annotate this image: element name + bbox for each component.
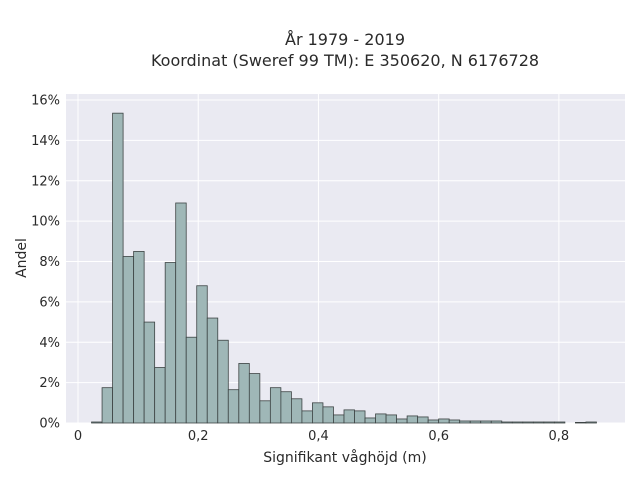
- histogram-bar: [417, 416, 429, 424]
- histogram-bar: [143, 321, 156, 424]
- histogram-bar: [91, 421, 103, 424]
- y-axis-label: Andel: [14, 238, 30, 278]
- histogram-bar: [448, 419, 461, 424]
- y-tick-label: 0%: [39, 417, 60, 432]
- histogram-bar: [112, 112, 124, 424]
- x-axis-label: Signifikant våghöjd (m): [263, 449, 426, 466]
- x-tick-label: 0,6: [428, 429, 449, 444]
- histogram-bar: [354, 410, 366, 424]
- histogram-bar: [280, 391, 292, 424]
- histogram-bars: [91, 112, 597, 424]
- histogram-bar: [532, 421, 545, 424]
- x-tick-label: 0,2: [188, 429, 209, 444]
- histogram-bar: [196, 285, 208, 424]
- y-tick-label: 8%: [39, 255, 60, 270]
- y-tick-label: 14%: [31, 134, 60, 149]
- x-tick-label: 0,8: [549, 429, 570, 444]
- histogram-bar: [154, 367, 166, 424]
- y-tick-label: 10%: [31, 215, 60, 230]
- histogram-bar: [406, 415, 419, 424]
- histogram-bar: [122, 256, 135, 424]
- histogram-bar: [227, 389, 240, 424]
- x-tick-label: 0,4: [308, 429, 329, 444]
- histogram-bar: [269, 387, 282, 424]
- histogram-bar: [427, 419, 440, 424]
- histogram-bar: [522, 421, 534, 424]
- histogram-bar: [459, 420, 471, 424]
- histogram-bar: [248, 373, 261, 424]
- histogram-bar: [343, 409, 355, 424]
- histogram-bar: [312, 402, 324, 424]
- histogram-bar: [185, 336, 198, 424]
- histogram-bar: [543, 421, 555, 424]
- histogram-bar: [575, 421, 587, 424]
- histogram-bar: [385, 414, 397, 424]
- x-tick-label: 0: [74, 429, 82, 444]
- histogram-bar: [364, 417, 376, 424]
- histogram-bar: [375, 413, 387, 424]
- histogram-bar: [291, 398, 303, 424]
- histogram-bar: [322, 406, 334, 424]
- histogram-bar: [301, 410, 313, 424]
- histogram-bar: [585, 421, 597, 424]
- y-tick-label: 4%: [39, 336, 60, 351]
- histogram-bar: [480, 420, 492, 424]
- histogram-bar: [469, 420, 482, 424]
- histogram-bar: [238, 363, 250, 424]
- histogram-bar: [501, 421, 513, 424]
- histogram-bar: [175, 202, 187, 424]
- histogram-bar: [511, 421, 524, 424]
- y-tick-labels: 0% 2% 4% 6% 8% 10% 12% 14% 16%: [31, 94, 60, 432]
- histogram-bar: [206, 317, 219, 424]
- y-tick-label: 12%: [31, 174, 60, 189]
- y-tick-label: 16%: [31, 94, 60, 109]
- histogram-bar: [396, 418, 408, 424]
- x-tick-labels: 0 0,2 0,4 0,6 0,8: [74, 429, 569, 444]
- histogram-bar: [133, 251, 145, 424]
- histogram-bar: [333, 414, 345, 424]
- histogram-bar: [101, 387, 113, 424]
- y-tick-label: 2%: [39, 376, 60, 391]
- histogram-bar: [217, 339, 229, 424]
- histogram-bar: [490, 420, 503, 424]
- chart-title: År 1979 - 2019: [285, 30, 405, 49]
- y-tick-label: 6%: [39, 295, 60, 310]
- histogram-bar: [438, 418, 450, 424]
- histogram-bar: [164, 262, 177, 424]
- histogram-bar: [259, 400, 271, 424]
- chart-subtitle: Koordinat (Sweref 99 TM): E 350620, N 61…: [151, 51, 539, 70]
- histogram-bar: [553, 421, 566, 424]
